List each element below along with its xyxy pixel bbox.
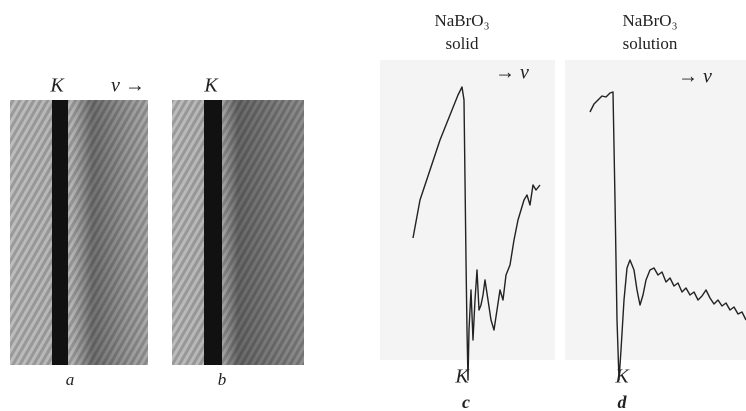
- film-shading: [172, 100, 304, 365]
- direction-label: ν →: [111, 75, 145, 97]
- film-shading: [10, 100, 148, 365]
- panel-a: K ν → a: [10, 75, 148, 389]
- caption: d: [618, 392, 628, 411]
- trace-background: [380, 60, 555, 360]
- panel-c: NaBrO₃ solid → ν K c: [380, 11, 555, 411]
- panel-title: NaBrO₃: [434, 11, 489, 30]
- panel-d: NaBrO₃ solution → ν K d: [565, 11, 746, 411]
- caption: c: [462, 392, 470, 411]
- figure: K ν → a K b NaBrO₃ solid → ν K c NaBrO₃ …: [0, 0, 746, 411]
- panel-b: K b: [172, 75, 304, 389]
- absorption-edge-band: [52, 100, 68, 365]
- trace-background: [565, 60, 746, 360]
- panel-subtitle: solution: [623, 34, 678, 53]
- direction-label: → ν: [495, 62, 529, 84]
- caption: b: [218, 370, 227, 389]
- panel-title: NaBrO₃: [622, 11, 677, 30]
- direction-label: → ν: [678, 66, 712, 88]
- page: {"panels": [ {"edge_label": "K", "direct…: [0, 0, 746, 411]
- absorption-edge-band: [204, 100, 222, 365]
- edge-label: K: [614, 366, 630, 388]
- edge-label: K: [49, 75, 65, 97]
- edge-label: K: [454, 366, 470, 388]
- caption: a: [66, 370, 75, 389]
- panel-subtitle: solid: [445, 34, 479, 53]
- edge-label: K: [203, 75, 219, 97]
